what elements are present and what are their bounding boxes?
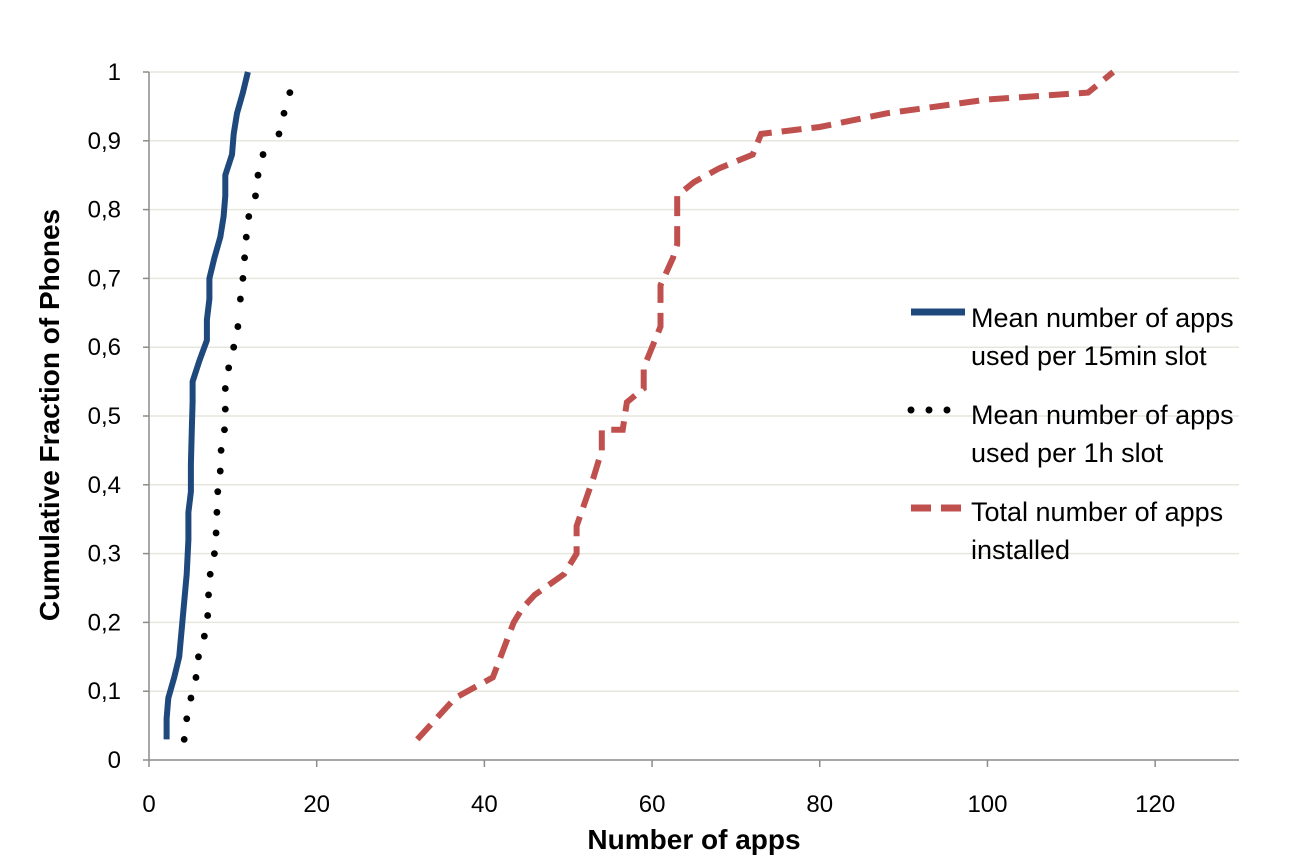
x-axis-title: Number of apps <box>587 824 800 855</box>
series-1h-point <box>259 151 267 158</box>
y-axis-title: Cumulative Fraction of Phones <box>34 209 65 621</box>
y-tick-label: 0,4 <box>88 472 121 499</box>
y-tick-label: 0,9 <box>88 128 121 155</box>
x-tick-label: 100 <box>967 791 1007 818</box>
series-1h-point <box>245 213 253 220</box>
series-1h-point <box>275 130 283 138</box>
y-tick-label: 0,2 <box>88 609 121 636</box>
series-1h-point <box>214 488 222 496</box>
series-1h-point <box>286 89 294 97</box>
x-tick-label: 40 <box>471 791 498 818</box>
tick-labels: 0 0,1 0,2 0,3 0,4 0,5 0,6 0,7 0,8 0,9 1 0 20 40 60 80 10… <box>88 59 1176 818</box>
series-1h-point <box>239 275 247 282</box>
x-tick-label: 0 <box>142 791 155 818</box>
legend-label-total-line2: installed <box>971 535 1070 565</box>
series-1h-point <box>221 426 228 434</box>
series-1h-point <box>242 233 250 241</box>
x-tick-label: 20 <box>303 791 330 818</box>
series-1h-point <box>200 632 208 640</box>
legend-label-1h-line2: used per 1h slot <box>971 438 1164 468</box>
y-tick-label: 1 <box>108 59 121 86</box>
legend-label-15min-line2: used per 15min slot <box>971 341 1207 371</box>
series-1h-point <box>206 570 214 578</box>
series-total-line <box>415 69 1116 742</box>
series-1h-point <box>221 405 229 413</box>
series-1h-point <box>192 674 200 681</box>
series-1h-point <box>221 385 229 392</box>
series-1h-point <box>230 343 238 351</box>
series-15min-line <box>163 71 251 740</box>
series-1h-point <box>187 694 195 702</box>
legend: Mean number of apps used per 15min slot … <box>907 303 1234 565</box>
series-1h-point <box>183 715 191 723</box>
series-lines <box>163 69 1116 743</box>
series-1h-point <box>252 192 259 200</box>
series-1h-point <box>217 447 225 454</box>
series-1h-point <box>280 109 288 117</box>
series-1h-point <box>216 467 224 475</box>
y-tick-label: 0,5 <box>88 403 121 430</box>
series-1h-point <box>241 254 248 262</box>
y-tick-label: 0,3 <box>88 541 121 568</box>
y-tick-label: 0,1 <box>88 678 121 705</box>
series-1h-point <box>212 529 220 537</box>
series-1h-point <box>204 612 212 619</box>
series-1h-point <box>211 550 218 557</box>
series-1h-point <box>180 735 188 743</box>
y-tick-label: 0,7 <box>88 265 121 292</box>
series-1h-point <box>213 508 221 516</box>
axes <box>143 71 1239 767</box>
x-tick-label: 80 <box>806 791 833 818</box>
series-1h-point <box>195 653 202 661</box>
series-1h-point <box>254 171 262 179</box>
legend-label-total-line1: Total number of apps <box>971 497 1223 527</box>
gridlines <box>149 71 1239 692</box>
series-1h-point <box>225 364 233 372</box>
legend-label-15min-line1: Mean number of apps <box>971 303 1234 333</box>
x-tick-label: 120 <box>1135 791 1175 818</box>
legend-label-1h-line1: Mean number of apps <box>971 400 1234 430</box>
y-tick-label: 0 <box>108 747 121 774</box>
y-tick-label: 0,8 <box>88 197 121 224</box>
y-tick-label: 0,6 <box>88 334 121 361</box>
series-1h-point <box>205 591 212 599</box>
series-1h-point <box>236 295 244 303</box>
x-tick-label: 60 <box>639 791 666 818</box>
series-1h-point <box>234 323 242 330</box>
